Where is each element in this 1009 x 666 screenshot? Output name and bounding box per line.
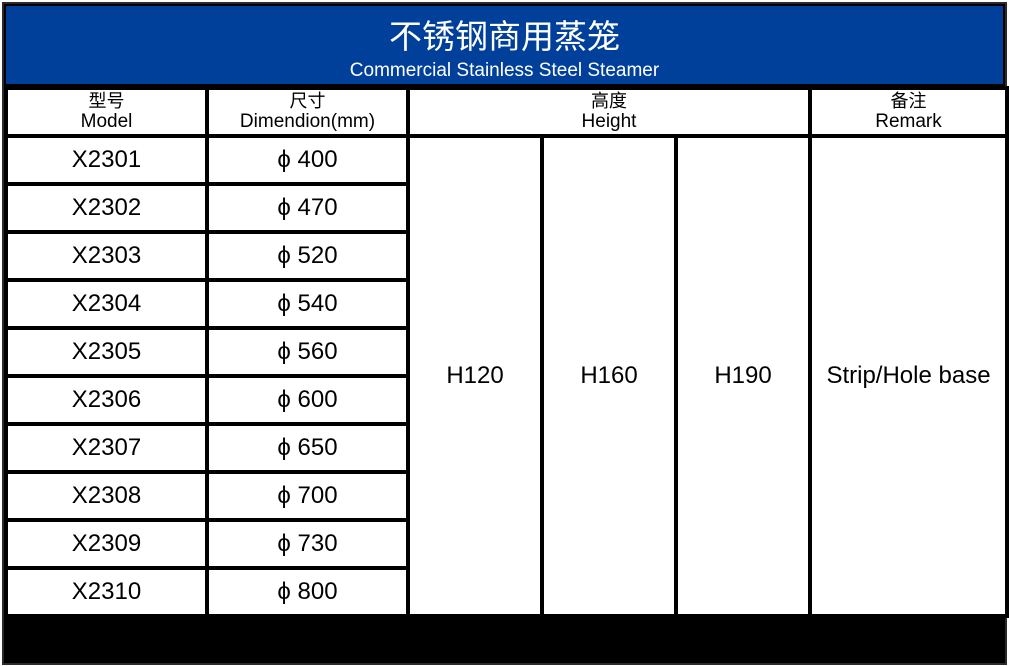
height-cell: H160 [540,134,678,618]
header-height-en: Height [581,111,637,132]
header-model-zh: 型号 [88,91,125,112]
model-cell: X2304 [4,278,209,330]
model-cell: X2307 [4,422,209,474]
header-height: 高度 Height [406,86,812,138]
title-en: Commercial Stainless Steel Steamer [349,60,660,81]
dimension-cell: ϕ 600 [205,374,410,426]
table-row: X2310 ϕ 800 [4,566,1007,618]
table-row: X2308 ϕ 700 [4,470,1007,522]
header-model: 型号 Model [4,86,209,138]
spec-table: 型号 Model 尺寸 Dimendion(mm) 高度 Height 备注 Remar… [4,86,1009,618]
model-cell: X2302 [4,182,209,234]
title-banner: 不锈钢商用蒸笼 Commercial Stainless Steel Steam… [6,6,1003,84]
model-cell: X2306 [4,374,209,426]
height-cell: H190 [674,134,812,618]
table-row: X2302 ϕ 470 [4,182,1007,234]
model-cell: X2308 [4,470,209,522]
header-row: 型号 Model 尺寸 Dimendion(mm) 高度 Height 备注 Remar… [4,86,1009,138]
table-row: X2306 ϕ 600 [4,374,1007,426]
model-cell: X2301 [4,134,209,186]
header-dimension-zh: 尺寸 [289,91,326,112]
header-model-en: Model [80,111,133,132]
header-height-zh: 高度 [591,91,627,112]
header-dimension-en: Dimendion(mm) [239,111,376,132]
dimension-cell: ϕ 650 [205,422,410,474]
dimension-cell: ϕ 700 [205,470,410,522]
model-cell: X2303 [4,230,209,282]
dimension-cell: ϕ 520 [205,230,410,282]
dimension-cell: ϕ 400 [205,134,410,186]
dimension-cell: ϕ 470 [205,182,410,234]
table-row: X2304 ϕ 540 [4,278,1007,330]
header-remark-zh: 备注 [890,91,927,112]
model-cell: X2305 [4,326,209,378]
table-row: X2305 ϕ 560 [4,326,1007,378]
header-remark: 备注 Remark [808,86,1009,138]
table-row: X2307 ϕ 650 [4,422,1007,474]
table-row: X2303 ϕ 520 [4,230,1007,282]
header-remark-en: Remark [875,111,942,132]
model-cell: X2310 [4,566,209,618]
dimension-cell: ϕ 730 [205,518,410,570]
dimension-cell: ϕ 560 [205,326,410,378]
dimension-cell: ϕ 800 [205,566,410,618]
header-dimension: 尺寸 Dimendion(mm) [205,86,410,138]
model-cell: X2309 [4,518,209,570]
remark-cell: Strip/Hole base [808,134,1009,618]
table-row: X2301 ϕ 400 H120 H160 H190 Strip/Hole base [4,134,1009,618]
table-row: X2309 ϕ 730 [4,518,1007,570]
dimension-cell: ϕ 540 [205,278,410,330]
height-cell: H120 [406,134,544,618]
title-zh: 不锈钢商用蒸笼 [389,17,620,56]
